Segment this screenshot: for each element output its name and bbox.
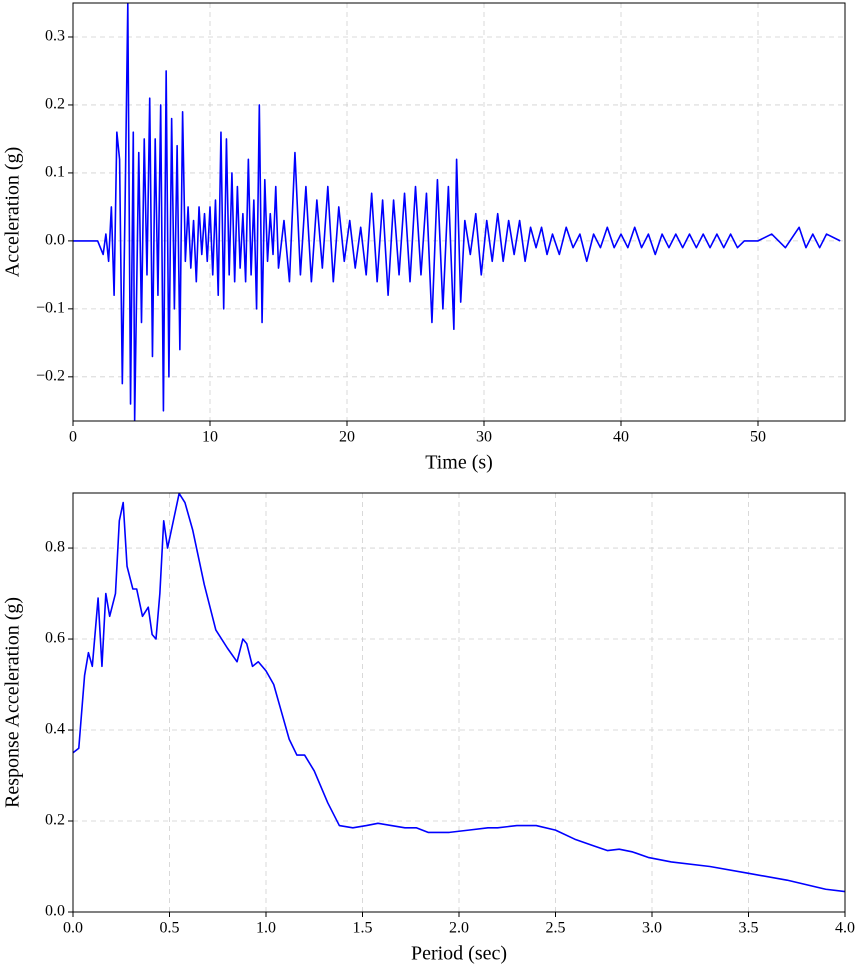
y-tick-label: 0.0: [45, 232, 65, 249]
x-axis-label: Time (s): [425, 452, 493, 474]
subplot: 0 10 20 30 40 50 −0.2 −0.1 0.0 0.1 0.2 0.3 Time (s) A…: [2, 2, 846, 474]
y-tick-label: 0.0: [45, 903, 65, 920]
y-axis-label: Acceleration (g): [2, 147, 24, 277]
y-tick-label: −0.2: [36, 367, 65, 384]
y-tick-label: 0.3: [45, 28, 65, 45]
x-tick-label: 0: [69, 429, 77, 446]
x-axis-label: Period (sec): [411, 943, 507, 965]
axes-frame: [72, 2, 846, 422]
x-tick-label: 10: [202, 429, 218, 446]
y-tick-label: −0.1: [36, 300, 65, 317]
x-tick-label: 3.5: [739, 920, 759, 937]
x-tick-label: 2.5: [546, 920, 566, 937]
x-tick-label: 0.5: [160, 920, 180, 937]
y-tick-label: 0.8: [45, 539, 65, 556]
x-tick-label: 0.0: [63, 920, 83, 937]
x-tick-label: 4.0: [835, 920, 855, 937]
line-series: [73, 493, 845, 893]
line-series: [73, 3, 841, 421]
x-tick-label: 40: [613, 429, 629, 446]
axes-frame: [72, 492, 846, 913]
x-tick-label: 30: [476, 429, 492, 446]
x-tick-label: 3.0: [642, 920, 662, 937]
x-tick-label: 1.0: [256, 920, 276, 937]
y-tick-label: 0.6: [45, 630, 65, 647]
y-tick-label: 0.1: [45, 164, 65, 181]
x-tick-label: 1.5: [353, 920, 373, 937]
x-tick-label: 2.0: [449, 920, 469, 937]
x-tick-label: 20: [339, 429, 355, 446]
x-tick-label: 50: [750, 429, 766, 446]
y-tick-label: 0.4: [45, 721, 65, 738]
subplot: 0.0 0.5 1.0 1.5 2.0 2.5 3.0 3.5 4.0 0.0 0.2 0.4 0.6 0…: [2, 492, 855, 965]
y-axis-label: Response Acceleration (g): [2, 597, 24, 808]
y-tick-label: 0.2: [45, 812, 65, 829]
y-tick-label: 0.2: [45, 96, 65, 113]
